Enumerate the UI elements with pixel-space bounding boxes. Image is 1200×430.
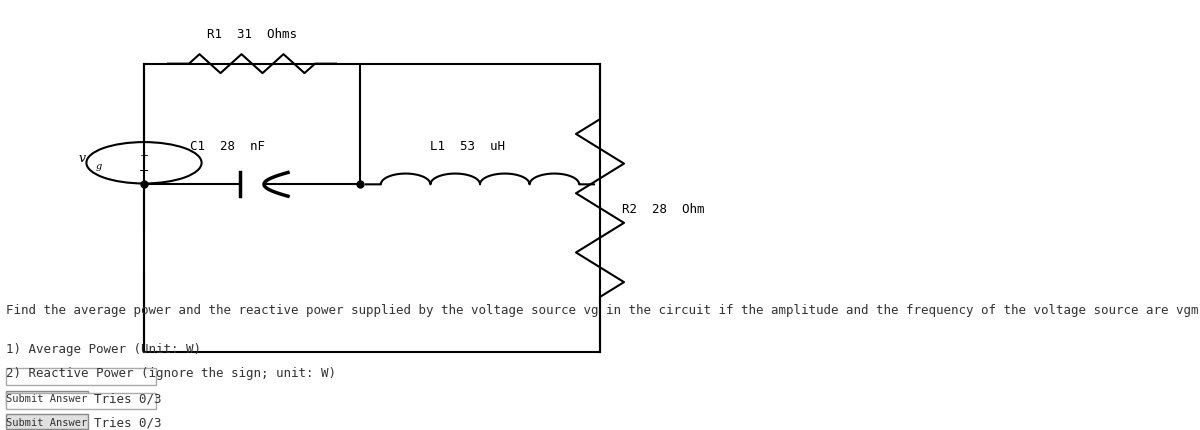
FancyBboxPatch shape: [6, 391, 88, 405]
Text: L1  53  uH: L1 53 uH: [431, 140, 505, 153]
Text: Tries 0/3: Tries 0/3: [94, 391, 161, 405]
FancyBboxPatch shape: [6, 415, 88, 429]
Text: Find the average power and the reactive power supplied by the voltage source vg : Find the average power and the reactive …: [6, 303, 1200, 316]
Text: Tries 0/3: Tries 0/3: [94, 415, 161, 428]
Text: R1  31  Ohms: R1 31 Ohms: [208, 28, 298, 41]
Text: v: v: [78, 152, 85, 165]
Text: R2  28  Ohm: R2 28 Ohm: [622, 202, 704, 215]
Text: 2) Reactive Power (ignore the sign; unit: W): 2) Reactive Power (ignore the sign; unit…: [6, 366, 336, 379]
Text: Submit Answer: Submit Answer: [6, 417, 88, 427]
Text: +: +: [139, 150, 149, 161]
Text: C1  28  nF: C1 28 nF: [191, 140, 265, 153]
Text: 1) Average Power (Unit: W): 1) Average Power (Unit: W): [6, 342, 202, 355]
FancyBboxPatch shape: [6, 369, 156, 385]
Text: −: −: [139, 165, 149, 178]
Text: g: g: [95, 162, 102, 170]
Text: Submit Answer: Submit Answer: [6, 393, 88, 403]
FancyBboxPatch shape: [6, 393, 156, 409]
